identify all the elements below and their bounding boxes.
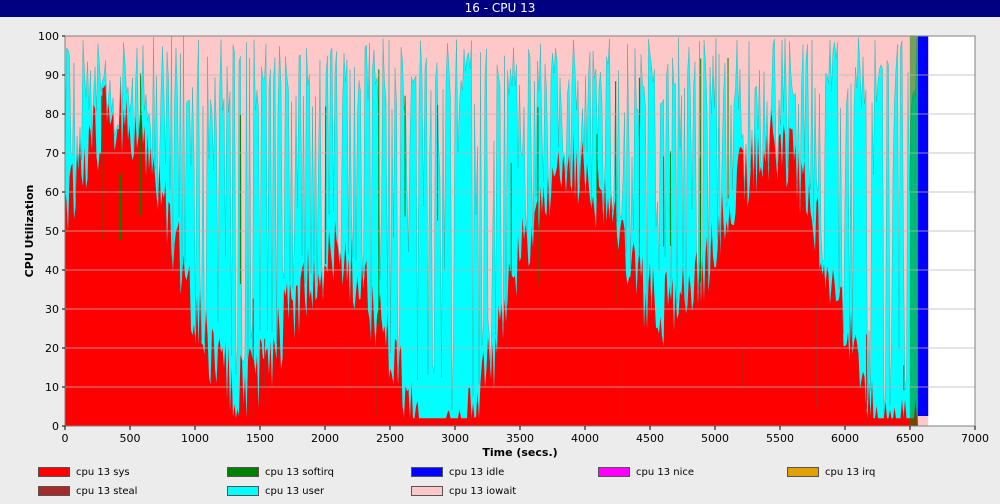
x-tick-label: 6000	[831, 432, 859, 445]
x-tick-label: 1500	[246, 432, 274, 445]
legend-label: cpu 13 softirq	[265, 467, 334, 478]
y-tick-label: 20	[45, 342, 59, 355]
legend-item: cpu 13 softirq	[227, 467, 334, 479]
legend-label: cpu 13 sys	[76, 467, 130, 478]
y-tick-label: 50	[45, 225, 59, 238]
legend-label: cpu 13 iowait	[449, 486, 517, 497]
x-tick-label: 4000	[571, 432, 599, 445]
legend-item: cpu 13 nice	[598, 467, 694, 479]
x-tick-label: 0	[62, 432, 69, 445]
legend-swatch	[598, 467, 630, 477]
legend-swatch	[227, 467, 259, 477]
legend-swatch	[38, 486, 70, 496]
x-tick-label: 2500	[376, 432, 404, 445]
y-tick-label: 80	[45, 108, 59, 121]
legend-item: cpu 13 idle	[411, 467, 504, 479]
x-tick-label: 5500	[766, 432, 794, 445]
y-tick-label: 100	[38, 30, 59, 43]
legend-label: cpu 13 steal	[76, 486, 138, 497]
y-tick-label: 90	[45, 69, 59, 82]
legend-swatch	[787, 467, 819, 477]
y-tick-label: 10	[45, 381, 59, 394]
legend-swatch	[38, 467, 70, 477]
legend-item: cpu 13 steal	[38, 486, 137, 498]
x-axis-label: Time (secs.)	[482, 446, 557, 459]
y-axis-label: CPU Utilization	[23, 185, 36, 278]
x-tick-label: 4500	[636, 432, 664, 445]
legend-item: cpu 13 user	[227, 486, 324, 498]
y-tick-label: 0	[52, 420, 59, 433]
legend-label: cpu 13 nice	[636, 467, 695, 478]
series-idle-area	[917, 36, 929, 416]
y-tick-label: 70	[45, 147, 59, 160]
x-tick-label: 7000	[961, 432, 989, 445]
y-tick-label: 60	[45, 186, 59, 199]
legend-item: cpu 13 irq	[787, 467, 875, 479]
x-tick-label: 3000	[441, 432, 469, 445]
legend-label: cpu 13 user	[265, 486, 325, 497]
legend-label: cpu 13 idle	[449, 467, 505, 478]
legend-item: cpu 13 iowait	[411, 486, 516, 498]
y-tick-label: 30	[45, 303, 59, 316]
legend-swatch	[227, 486, 259, 496]
x-tick-label: 500	[120, 432, 141, 445]
legend-item: cpu 13 sys	[38, 467, 130, 479]
window-title: 16 - CPU 13	[0, 0, 1000, 17]
legend-swatch	[411, 486, 443, 496]
series-sys-area	[65, 82, 918, 427]
x-tick-label: 2000	[311, 432, 339, 445]
legend-swatch	[411, 467, 443, 477]
x-tick-label: 6500	[896, 432, 924, 445]
cpu-utilization-chart: 0 10 20 30 40 50 60 70 80 90 100 0 500 1000 1500 2000 25…	[0, 17, 1000, 504]
x-tick-label: 1000	[181, 432, 209, 445]
x-tick-label: 3500	[506, 432, 534, 445]
y-tick-label: 40	[45, 264, 59, 277]
x-tick-label: 5000	[701, 432, 729, 445]
legend-label: cpu 13 irq	[825, 467, 876, 478]
